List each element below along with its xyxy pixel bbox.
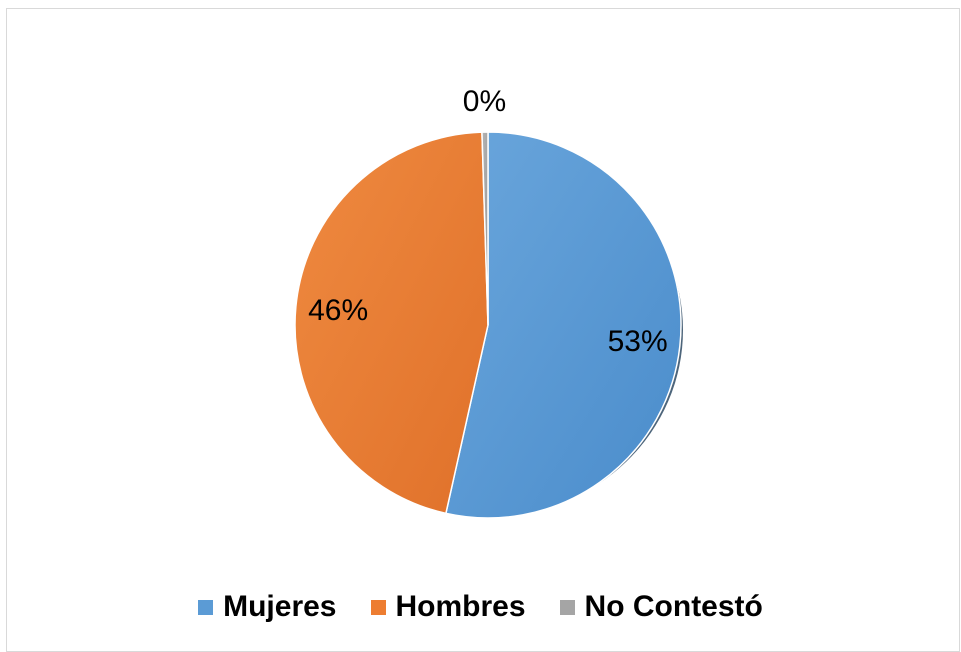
chart-legend: Mujeres Hombres No Contestó bbox=[0, 590, 961, 624]
data-label-mujeres: 53% bbox=[607, 324, 668, 358]
data-label-hombres: 46% bbox=[308, 293, 369, 327]
legend-label-no-contesto: No Contestó bbox=[584, 590, 763, 623]
legend-item-no-contesto: No Contestó bbox=[559, 590, 763, 624]
legend-label-mujeres: Mujeres bbox=[223, 590, 337, 623]
legend-swatch-hombres bbox=[370, 599, 386, 615]
legend-item-hombres: Hombres bbox=[370, 590, 526, 624]
data-label-no-contesto: 0% bbox=[462, 85, 507, 119]
pie-slice-no-contesto bbox=[481, 131, 489, 326]
pie-slices bbox=[294, 131, 682, 519]
pie-slice-mujeres bbox=[445, 131, 682, 519]
legend-label-hombres: Hombres bbox=[395, 590, 526, 623]
legend-item-mujeres: Mujeres bbox=[198, 590, 337, 624]
legend-swatch-no-contesto bbox=[559, 599, 575, 615]
legend-swatch-mujeres bbox=[198, 599, 214, 615]
pie-slice-hombres bbox=[294, 131, 489, 515]
